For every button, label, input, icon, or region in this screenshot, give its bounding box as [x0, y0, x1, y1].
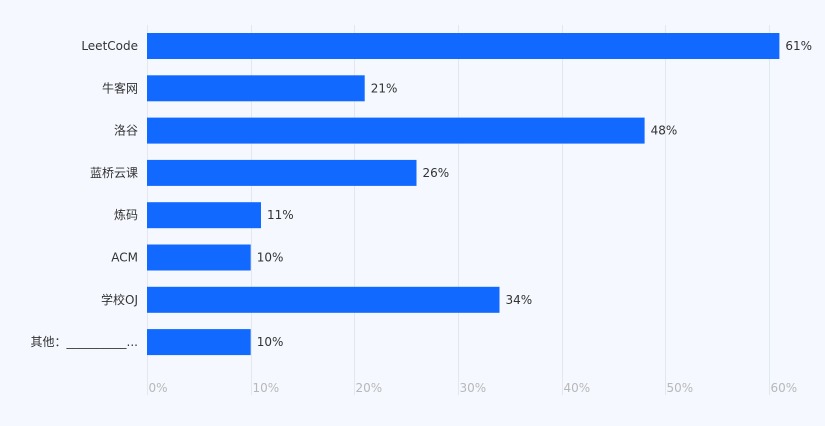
category-label: 洛谷 [114, 123, 138, 138]
value-label: 61% [785, 39, 812, 53]
category-label: 学校OJ [101, 292, 138, 307]
category-label: 其他：__________... [31, 335, 138, 349]
bar-layer [147, 33, 780, 356]
x-tick-label: 60% [771, 381, 798, 395]
bar-0 [147, 33, 780, 59]
value-label: 34% [506, 293, 533, 307]
value-label: 11% [267, 208, 294, 222]
label-layer: LeetCode 61% 牛客网 21% 洛谷 48% 蓝桥云课 26% 炼码 11% ACM 10%… [31, 39, 813, 349]
x-tick-label: 30% [460, 381, 487, 395]
x-tick-label: 40% [564, 381, 591, 395]
category-label: 蓝桥云课 [90, 166, 138, 180]
x-tick-label: 10% [253, 381, 280, 395]
category-label: LeetCode [81, 39, 138, 53]
x-axis: 0% 10% 20% 30% 40% 50% 60% [149, 381, 798, 395]
x-tick-label: 20% [356, 381, 383, 395]
bar-6 [147, 286, 500, 313]
bar-7 [147, 329, 251, 356]
value-label: 48% [651, 124, 678, 138]
value-label: 21% [371, 81, 398, 95]
value-label: 10% [257, 335, 284, 349]
category-label: 炼码 [114, 207, 138, 222]
bar-3 [147, 159, 417, 186]
x-tick-label: 0% [149, 381, 168, 395]
bar-1 [147, 75, 365, 102]
category-label: ACM [111, 251, 138, 265]
bar-2 [147, 117, 645, 144]
bar-4 [147, 202, 261, 229]
category-label: 牛客网 [102, 80, 138, 95]
x-tick-label: 50% [667, 381, 694, 395]
value-label: 26% [423, 166, 450, 180]
bar-5 [147, 244, 251, 271]
value-label: 10% [257, 251, 284, 265]
